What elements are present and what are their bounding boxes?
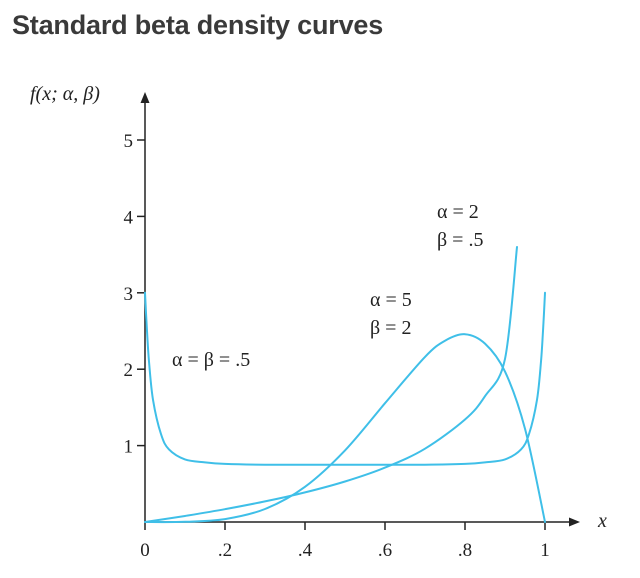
y-ticks: 1 2 3 4 5 [124,131,145,458]
series-lines [144,246,546,524]
series-line-alpha5-beta2 [144,333,546,524]
y-axis-label: f(x; α, β) [30,83,100,105]
series-label-alpha5-beta2-line2: β = 2 [370,317,411,339]
x-axis-label: x [597,510,607,532]
series-line-alpha-beta-half [144,291,546,466]
x-tick-label: .2 [218,540,232,561]
x-ticks: 0 .2 .4 .6 .8 1 [140,522,550,561]
y-tick-label: 3 [124,284,134,305]
x-tick-label: .8 [458,540,472,561]
series-line-alpha2-beta-half [144,246,518,523]
series-label-alpha-beta-half: α = β = .5 [172,349,250,371]
y-axis-arrow [140,92,150,103]
y-tick-label: 2 [124,360,134,381]
x-axis-arrow [569,517,580,527]
x-tick-label: .6 [378,540,392,561]
x-tick-label: 1 [540,540,550,561]
y-tick-label: 5 [124,131,134,152]
x-tick-label: .4 [298,540,313,561]
series-labels: α = β = .5 α = 5 β = 2 α = 2 β = .5 [172,201,483,371]
series-label-alpha2-beta-half-line2: β = .5 [437,229,483,251]
y-axis: f(x; α, β) 1 2 3 4 5 [30,83,150,522]
series-label-alpha5-beta2-line1: α = 5 [370,289,412,311]
y-tick-label: 1 [124,437,134,458]
series-label-alpha2-beta-half-line1: α = 2 [437,201,479,223]
x-axis: x 0 .2 .4 .6 .8 1 [140,510,607,561]
page-title: Standard beta density curves [12,10,384,40]
y-tick-label: 4 [124,207,134,228]
x-tick-label: 0 [140,540,150,561]
